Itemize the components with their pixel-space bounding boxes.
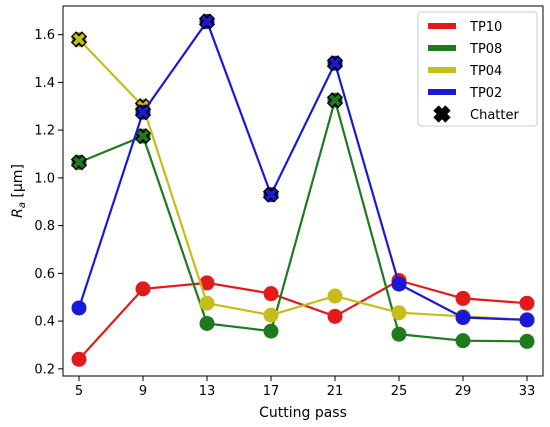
chatter-marker — [262, 186, 280, 203]
plot-frame — [62, 5, 544, 377]
y-tick-label: 1.0 — [34, 171, 55, 186]
y-axis-label-sub: a — [17, 202, 28, 208]
chatter-marker — [326, 92, 344, 109]
y-axis-label-unit: [μm] — [10, 164, 26, 202]
data-point — [71, 351, 87, 367]
legend-item-chatter: Chatter — [433, 105, 519, 123]
data-point — [519, 333, 535, 349]
y-axis-label-main: R — [10, 208, 26, 218]
x-tick-label: 9 — [139, 384, 147, 399]
data-point — [519, 312, 535, 328]
legend-label: TP04 — [469, 64, 502, 79]
y-tick-label: 1.2 — [34, 124, 55, 139]
data-point — [519, 295, 535, 311]
legend-item-tp04: TP04 — [428, 64, 502, 79]
data-point — [391, 276, 407, 292]
data-point — [263, 286, 279, 302]
data-point — [263, 323, 279, 339]
legend-item-tp10: TP10 — [428, 20, 502, 35]
data-point — [455, 310, 471, 326]
series-tp02 — [71, 13, 535, 328]
data-point — [391, 305, 407, 321]
chatter-marker — [134, 104, 152, 121]
y-axis-label: Ra [μm] — [10, 164, 28, 218]
legend-label: TP10 — [469, 20, 502, 35]
data-point — [391, 326, 407, 342]
legend-box — [417, 11, 538, 127]
chatter-marker — [198, 13, 216, 30]
series-line — [78, 96, 528, 343]
data-point — [199, 295, 215, 311]
x-tick-label: 5 — [75, 384, 83, 399]
x-tick-label: 29 — [455, 384, 472, 399]
chatter-marker — [326, 55, 344, 72]
data-point — [327, 308, 343, 324]
y-tick-label: 1.6 — [34, 28, 55, 43]
x-tick-label: 17 — [263, 384, 280, 399]
x-axis-label: Cutting pass — [259, 405, 347, 421]
x-tick-label: 25 — [391, 384, 408, 399]
data-point — [71, 300, 87, 316]
series-line — [77, 19, 528, 321]
data-point — [199, 275, 215, 291]
data-point — [327, 288, 343, 304]
y-tick-label: 0.4 — [34, 315, 55, 330]
y-tick-label: 0.8 — [34, 219, 55, 234]
legend: TP10 TP08 TP04 TP02 Chatter — [417, 11, 538, 127]
data-point — [455, 290, 471, 306]
chatter-legend-icon — [433, 105, 451, 123]
y-tick-label: 0.2 — [34, 362, 55, 377]
data-point — [135, 281, 151, 297]
data-point — [455, 333, 471, 349]
legend-item-tp08: TP08 — [428, 42, 502, 57]
y-tick-label: 0.6 — [34, 267, 55, 282]
data-point — [199, 315, 215, 331]
legend-label: Chatter — [470, 108, 519, 123]
chatter-marker — [134, 127, 152, 145]
y-tick-label: 1.4 — [34, 76, 55, 91]
legend-label: TP08 — [469, 42, 502, 57]
legend-item-tp02: TP02 — [428, 86, 502, 101]
chatter-marker — [70, 31, 88, 48]
data-point — [263, 307, 279, 323]
x-tick-label: 13 — [199, 384, 216, 399]
series-tp08 — [70, 92, 535, 349]
x-tick-label: 33 — [519, 384, 536, 399]
legend-label: TP02 — [469, 86, 502, 101]
series-line — [78, 38, 528, 321]
chatter-marker — [70, 154, 88, 171]
x-tick-label: 21 — [327, 384, 344, 399]
